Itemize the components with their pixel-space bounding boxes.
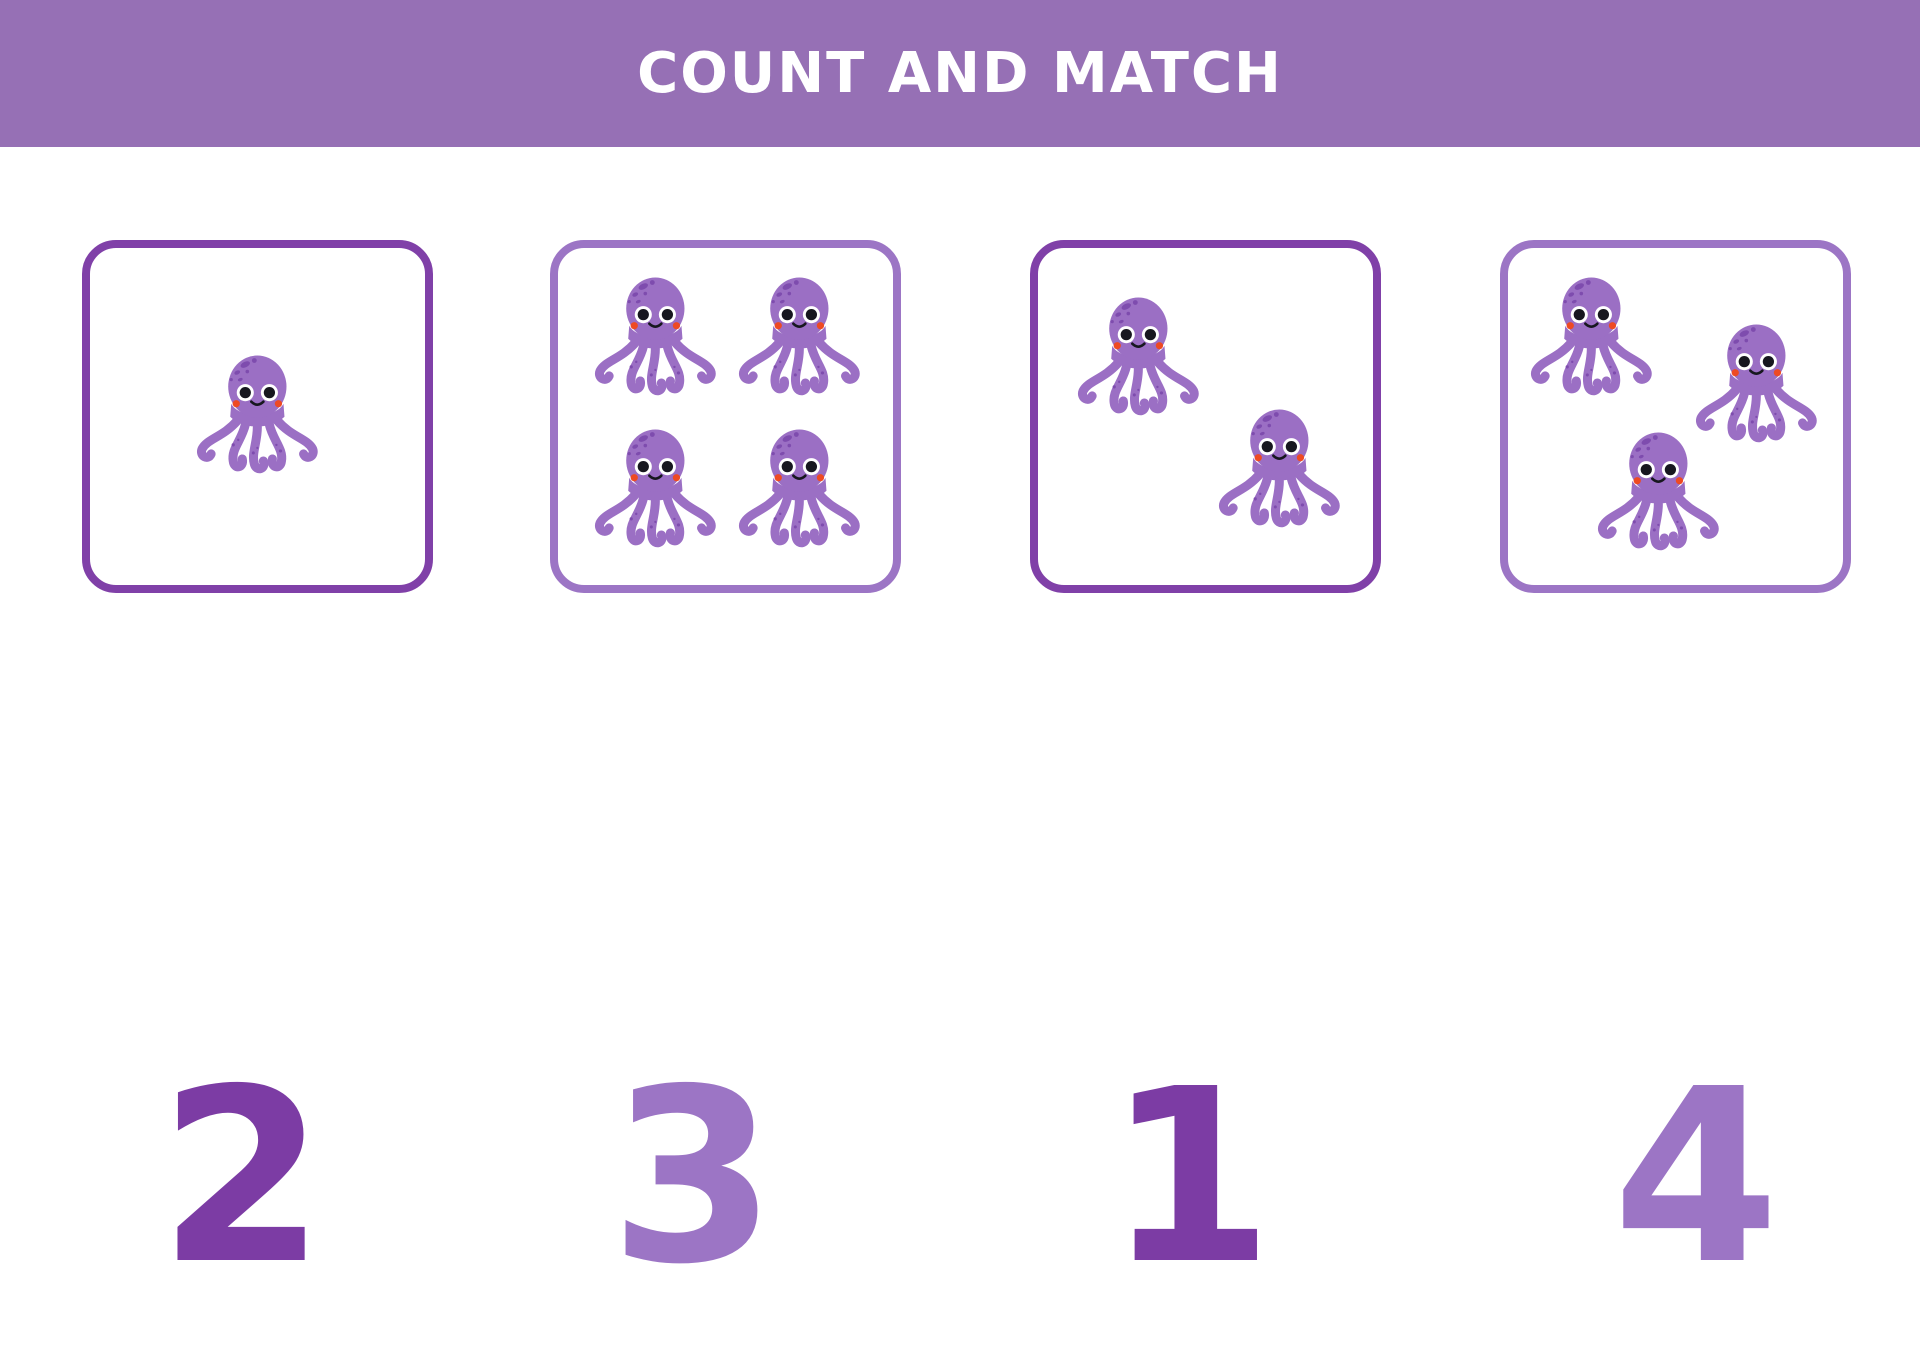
octopus-illustration (1209, 400, 1350, 542)
octopus-illustration (585, 268, 726, 410)
count-card-2[interactable] (550, 240, 901, 593)
answer-number-slot-4[interactable]: 4 (1612, 1037, 1780, 1317)
count-card-1[interactable] (82, 240, 433, 593)
octopus-illustration (585, 420, 726, 562)
title-banner: COUNT AND MATCH (0, 0, 1920, 147)
octopus-illustration (729, 420, 870, 562)
count-card-3[interactable] (1030, 240, 1381, 593)
octopus-illustration (1068, 288, 1209, 430)
answer-number-slot-2[interactable]: 3 (609, 1037, 777, 1317)
answer-number-slot-3[interactable]: 1 (1106, 1037, 1274, 1317)
octopus-illustration (729, 268, 870, 410)
octopus-illustration (187, 346, 328, 488)
count-card-4[interactable] (1500, 240, 1851, 593)
octopus-illustration (1521, 268, 1662, 410)
octopus-illustration (1588, 423, 1729, 565)
page-title: COUNT AND MATCH (637, 41, 1283, 106)
answer-number-slot-1[interactable]: 2 (158, 1037, 326, 1317)
